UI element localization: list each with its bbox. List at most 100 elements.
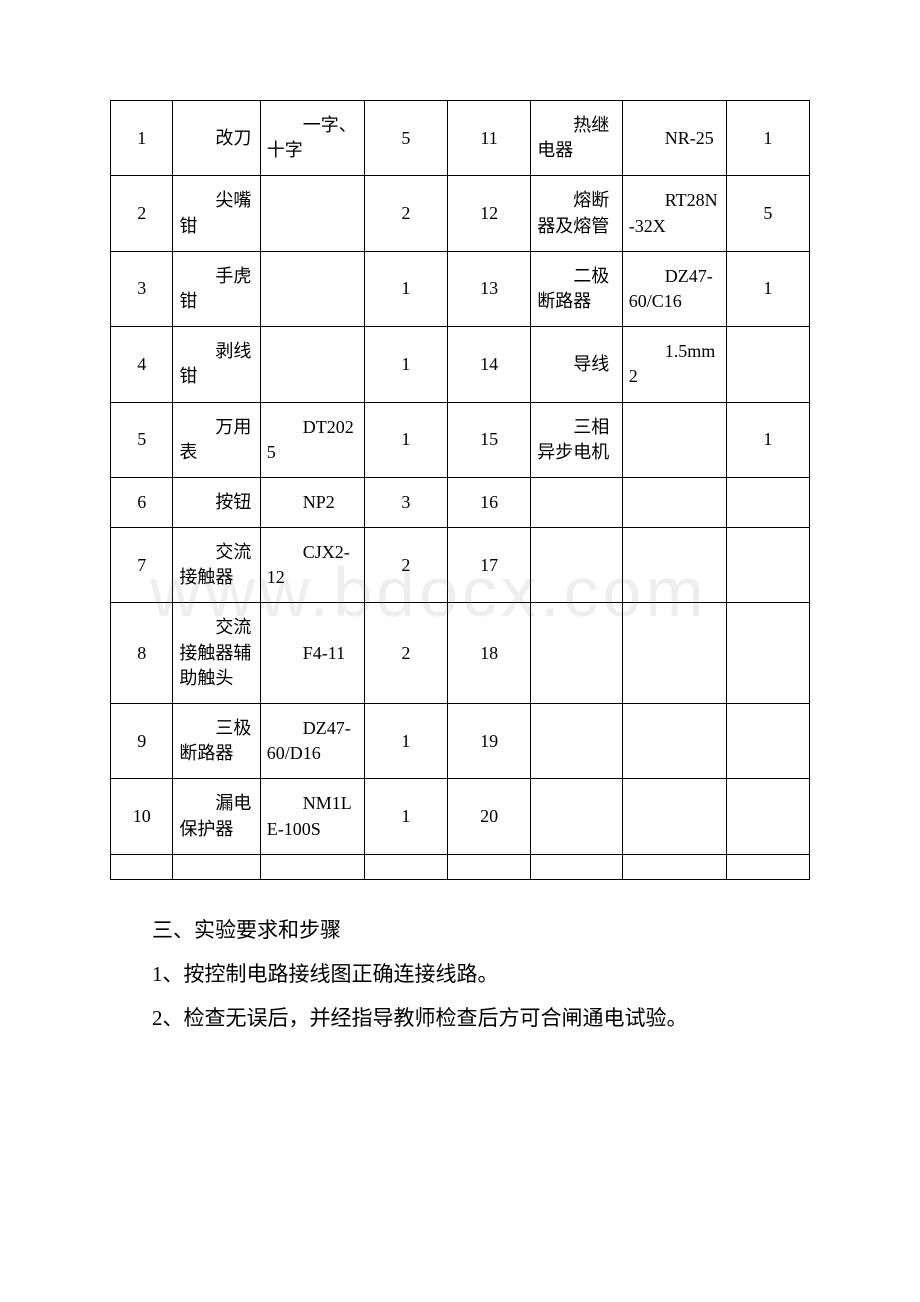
cell-spec2: RT28N-32X [622,176,726,251]
cell-name2: 导线 [531,327,623,402]
cell-spec2: NR-25 [622,101,726,176]
cell-name2 [531,704,623,779]
table-row: 5万用表DT2025115三相异步电机1 [111,402,810,477]
cell-spec: NP2 [260,477,364,527]
table-row: 8交流接触器辅助触头F4-11218 [111,603,810,704]
cell-spec2 [622,477,726,527]
cell-name2 [531,477,623,527]
cell-spec: DZ47-60/D16 [260,704,364,779]
table-row: 4剥线钳 114导线1.5mm2 [111,327,810,402]
cell-name2: 二极断路器 [531,251,623,326]
cell-name2 [531,603,623,704]
cell-qty2 [726,603,809,704]
instructions-section: 三、实验要求和步骤 1、按控制电路接线图正确连接线路。 2、检查无误后，并经指导… [110,908,810,1040]
cell-index2: 12 [448,176,531,251]
cell-index: 4 [111,327,173,402]
cell-qty: 1 [364,327,447,402]
cell-qty: 5 [364,101,447,176]
cell-spec2 [622,402,726,477]
step-2: 2、检查无误后，并经指导教师检查后方可合闸通电试验。 [110,996,810,1040]
cell-spec: CJX2-12 [260,528,364,603]
equipment-table: 1改刀一字、十字511热继电器NR-2512尖嘴钳212熔断器及熔管RT28N-… [110,100,810,880]
cell-name: 三极断路器 [173,704,260,779]
cell-index2: 16 [448,477,531,527]
cell-empty [173,854,260,879]
cell-spec: NM1LE-100S [260,779,364,854]
cell-qty2 [726,528,809,603]
cell-empty [364,854,447,879]
cell-index: 10 [111,779,173,854]
cell-qty: 1 [364,779,447,854]
cell-index: 5 [111,402,173,477]
table-row: 1改刀一字、十字511热继电器NR-251 [111,101,810,176]
cell-index: 2 [111,176,173,251]
cell-name: 漏电保护器 [173,779,260,854]
cell-empty [260,854,364,879]
cell-qty: 3 [364,477,447,527]
cell-qty2 [726,327,809,402]
cell-spec2: 1.5mm2 [622,327,726,402]
cell-index: 8 [111,603,173,704]
cell-empty [726,854,809,879]
cell-qty2: 1 [726,251,809,326]
cell-index2: 17 [448,528,531,603]
table-row: 6按钮NP2316 [111,477,810,527]
cell-index2: 15 [448,402,531,477]
cell-index2: 14 [448,327,531,402]
cell-name2 [531,528,623,603]
cell-spec [260,176,364,251]
cell-qty: 2 [364,603,447,704]
document-page: 1改刀一字、十字511热继电器NR-2512尖嘴钳212熔断器及熔管RT28N-… [0,0,920,1120]
cell-name: 按钮 [173,477,260,527]
cell-index: 9 [111,704,173,779]
cell-spec2 [622,704,726,779]
cell-qty2: 1 [726,402,809,477]
cell-qty: 1 [364,251,447,326]
cell-index2: 18 [448,603,531,704]
cell-spec: DT2025 [260,402,364,477]
step-1: 1、按控制电路接线图正确连接线路。 [110,952,810,996]
cell-spec2 [622,603,726,704]
table-row: 9三极断路器DZ47-60/D16119 [111,704,810,779]
section-heading: 三、实验要求和步骤 [110,908,810,952]
cell-qty2 [726,779,809,854]
cell-qty2 [726,704,809,779]
cell-name: 交流接触器 [173,528,260,603]
cell-qty: 2 [364,528,447,603]
cell-name2: 三相异步电机 [531,402,623,477]
table-row: 10漏电保护器NM1LE-100S120 [111,779,810,854]
cell-qty2 [726,477,809,527]
cell-index: 3 [111,251,173,326]
cell-spec2: DZ47-60/C16 [622,251,726,326]
cell-name: 交流接触器辅助触头 [173,603,260,704]
cell-name: 万用表 [173,402,260,477]
cell-name: 剥线钳 [173,327,260,402]
cell-index2: 19 [448,704,531,779]
cell-name: 尖嘴钳 [173,176,260,251]
cell-name2: 熔断器及熔管 [531,176,623,251]
cell-name2 [531,779,623,854]
table-row-empty [111,854,810,879]
cell-spec: 一字、十字 [260,101,364,176]
cell-qty2: 5 [726,176,809,251]
cell-index: 7 [111,528,173,603]
cell-index2: 20 [448,779,531,854]
table-row: 2尖嘴钳212熔断器及熔管RT28N-32X5 [111,176,810,251]
cell-name2: 热继电器 [531,101,623,176]
cell-qty: 1 [364,704,447,779]
cell-index2: 11 [448,101,531,176]
cell-index: 1 [111,101,173,176]
table-row: 7交流接触器CJX2-12217 [111,528,810,603]
cell-name: 改刀 [173,101,260,176]
cell-empty [622,854,726,879]
cell-name: 手虎钳 [173,251,260,326]
cell-spec [260,327,364,402]
cell-spec [260,251,364,326]
cell-qty2: 1 [726,101,809,176]
cell-spec2 [622,779,726,854]
cell-empty [111,854,173,879]
cell-index: 6 [111,477,173,527]
cell-empty [531,854,623,879]
cell-qty: 1 [364,402,447,477]
cell-index2: 13 [448,251,531,326]
